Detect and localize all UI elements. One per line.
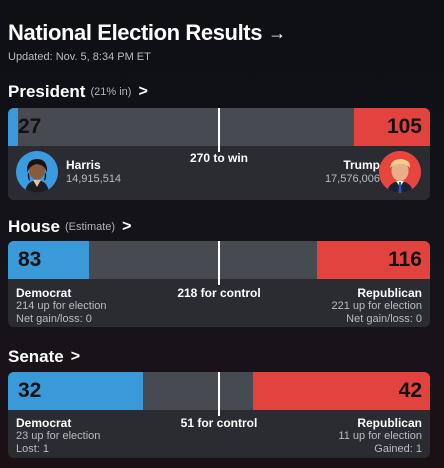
house-rep-bar [317, 241, 430, 279]
senate-title[interactable]: Senate [8, 347, 64, 366]
house-title[interactable]: House [8, 217, 60, 236]
majority-line [218, 108, 220, 152]
president-rep-electoral-votes: 105 [386, 115, 422, 138]
house-dem-party: Democrat [16, 286, 72, 300]
senate-section-header[interactable]: Senate > [8, 347, 80, 367]
senate-dem-up: 23 up for election [16, 430, 101, 442]
house-rep-net: Net gain/loss: 0 [346, 313, 422, 325]
senate-rep-net: Gained: 1 [374, 443, 422, 455]
trump-popular-votes: 17,576,006 [324, 173, 380, 185]
majority-line [218, 372, 220, 416]
senate-rep-party: Republican [357, 416, 422, 430]
senate-dem-net: Lost: 1 [16, 443, 50, 455]
senate-dem-seats: 32 [18, 379, 42, 402]
house-card[interactable]: 83 116 218 for control Democrat 214 up f… [8, 241, 430, 327]
president-section-header[interactable]: President (21% in) > [8, 82, 148, 102]
chevron-right-icon[interactable]: > [70, 348, 81, 365]
house-dem-net: Net gain/loss: 0 [16, 313, 92, 325]
page-header[interactable]: National Election Results → [8, 20, 286, 46]
chevron-right-icon[interactable]: > [122, 218, 132, 235]
senate-rep-seats: 42 [398, 379, 422, 402]
senate-threshold-label: 51 for control [180, 416, 258, 430]
senate-rep-bar [253, 372, 430, 410]
house-dem-seats: 83 [18, 248, 42, 271]
senate-rep-up: 11 up for election [338, 430, 422, 442]
house-threshold-label: 218 for control [177, 286, 261, 300]
harris-name: Harris [66, 158, 101, 172]
president-title[interactable]: President [8, 82, 86, 101]
president-threshold-label: 270 to win [189, 151, 248, 165]
page-title[interactable]: National Election Results [8, 20, 263, 45]
senate-card[interactable]: 32 42 51 for control Democrat 23 up for … [8, 372, 430, 458]
president-card[interactable]: 27 105 270 to win Harris 14,915,514 [8, 108, 430, 200]
harris-popular-votes: 14,915,514 [66, 173, 122, 185]
updated-timestamp: Updated: Nov. 5, 8:34 PM ET [8, 51, 151, 63]
president-dem-electoral-votes: 27 [18, 115, 42, 138]
senate-dem-party: Democrat [16, 416, 72, 430]
harris-avatar[interactable] [16, 151, 58, 193]
trump-avatar[interactable] [379, 151, 421, 193]
president-rep-bar [354, 108, 430, 146]
president-reporting: (21% in) [90, 86, 132, 98]
house-estimate-label: (Estimate) [64, 221, 116, 233]
house-rep-up: 221 up for election [331, 300, 422, 312]
senate-dem-bar [8, 372, 143, 410]
chevron-right-icon[interactable]: > [138, 83, 148, 100]
trump-name: Trump [343, 158, 380, 172]
house-section-header[interactable]: House (Estimate) > [8, 217, 131, 237]
arrow-right-icon[interactable]: → [268, 22, 287, 43]
majority-line [218, 241, 220, 285]
house-rep-party: Republican [357, 286, 422, 300]
house-dem-up: 214 up for election [16, 300, 107, 312]
house-rep-seats: 116 [388, 248, 422, 271]
president-dem-bar [8, 108, 18, 146]
house-dem-bar [8, 241, 89, 279]
